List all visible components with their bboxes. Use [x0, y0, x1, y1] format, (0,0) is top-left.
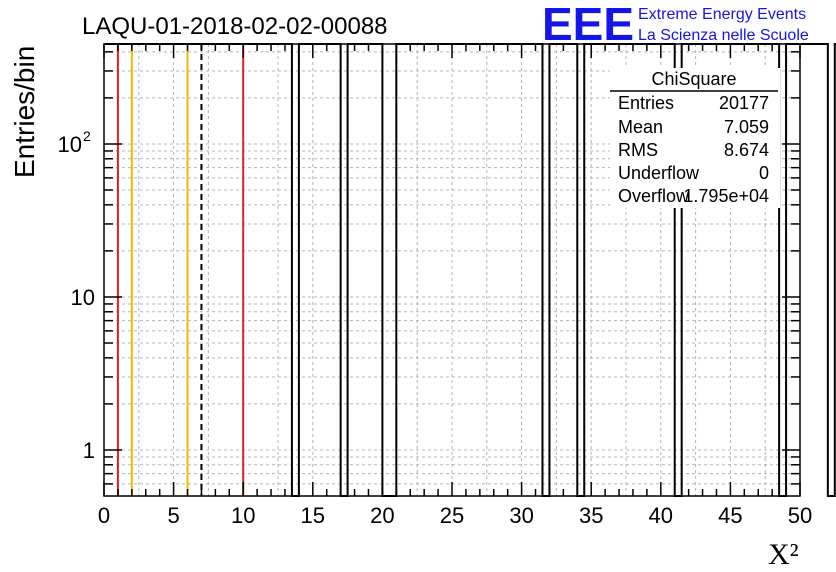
- stats-label-rms: RMS: [618, 140, 658, 160]
- y-tick-label-exponent: 2: [83, 128, 91, 144]
- stats-value-rms: 8.674: [724, 140, 769, 160]
- stats-label-overflow: Overflow: [618, 186, 690, 206]
- chart-title: LAQU-01-2018-02-02-00088: [82, 13, 388, 40]
- stats-label-underflow: Underflow: [618, 163, 700, 183]
- stats-value-mean: 7.059: [724, 117, 769, 137]
- stats-box: ChiSquare Entries 20177 Mean 7.059 RMS 8…: [610, 68, 780, 208]
- stats-value-overflow: 1.795e+04: [683, 186, 769, 206]
- x-axis-label: X²: [768, 538, 799, 571]
- axis-ticks: [103, 44, 801, 496]
- y-tick-label: 1: [83, 438, 95, 463]
- stats-value-underflow: 0: [759, 163, 769, 183]
- x-tick-label: 10: [231, 503, 255, 528]
- grid-lines: [104, 44, 800, 496]
- x-tick-labels: 0 5 10 15 20 25 30 35 40 45 50: [98, 503, 812, 528]
- eee-logo-line1: Extreme Energy Events: [638, 6, 806, 23]
- eee-logo: EEE Extreme Energy Events La Scienza nel…: [542, 0, 809, 50]
- x-tick-label: 25: [440, 503, 464, 528]
- marker-lines: [116, 44, 245, 496]
- x-tick-label: 50: [788, 503, 812, 528]
- y-axis-label: Entries/bin: [9, 46, 40, 178]
- x-tick-label: 35: [579, 503, 603, 528]
- y-tick-label: 10: [58, 132, 82, 157]
- y-tick-label: 10: [71, 285, 95, 310]
- stats-box-title: ChiSquare: [651, 69, 736, 89]
- x-tick-label: 20: [370, 503, 394, 528]
- eee-logo-line2: La Scienza nelle Scuole: [638, 27, 809, 44]
- x-tick-label: 15: [301, 503, 325, 528]
- x-tick-label: 30: [509, 503, 533, 528]
- x-tick-label: 40: [649, 503, 673, 528]
- stats-value-entries: 20177: [719, 93, 769, 113]
- x-tick-label: 45: [718, 503, 742, 528]
- eee-logo-mark: EEE: [542, 0, 634, 50]
- stats-label-mean: Mean: [618, 117, 663, 137]
- x-tick-label: 5: [167, 503, 179, 528]
- stats-label-entries: Entries: [618, 93, 674, 113]
- x-tick-label: 0: [98, 503, 110, 528]
